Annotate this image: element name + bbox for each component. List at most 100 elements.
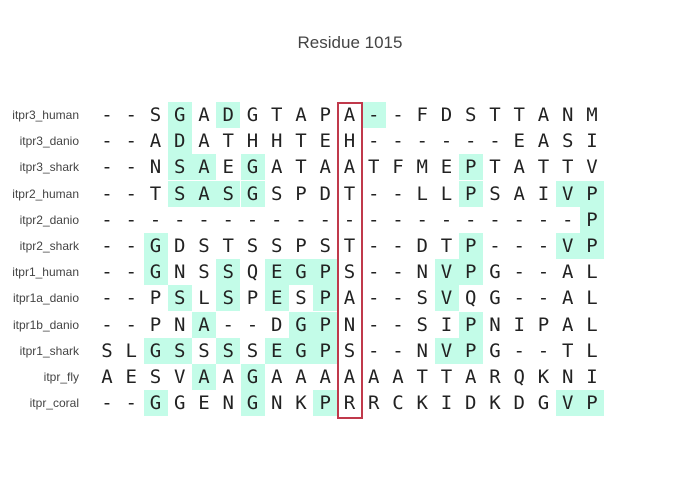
residue-cell: -	[368, 287, 380, 310]
residue-cell: K	[295, 392, 307, 415]
residue-cell: Q	[465, 287, 477, 310]
residue-cell: S	[149, 104, 162, 126]
residue-cell: I	[440, 313, 453, 336]
residue-cell: S	[101, 339, 113, 362]
residue-cell: -	[101, 182, 113, 205]
residue-cell: -	[125, 208, 137, 231]
residue-cell: H	[271, 130, 283, 153]
residue-cell: G	[489, 287, 501, 310]
residue-cell: -	[246, 208, 259, 231]
residue-cell: P	[537, 313, 550, 336]
residue-cell: T	[343, 182, 356, 205]
residue-cell: P	[313, 390, 338, 417]
residue-cell: -	[101, 313, 113, 336]
row-label: itpr3_danio	[19, 134, 79, 149]
residue-cell: N	[343, 313, 356, 336]
residue-cell: S	[343, 261, 356, 284]
residue-cell: S	[319, 235, 331, 257]
residue-cell: A	[513, 182, 525, 205]
residue-cell: P	[458, 180, 483, 207]
residue-cell: H	[343, 130, 356, 153]
residue-cell: L	[198, 287, 210, 310]
residue-cell: -	[368, 130, 380, 153]
row-label: itpr1_shark	[19, 343, 79, 358]
residue-cell: P	[458, 337, 483, 364]
residue-cell: V	[434, 259, 459, 286]
residue-cell: -	[101, 156, 113, 179]
residue-cell: D	[465, 392, 477, 415]
residue-cell: A	[198, 130, 210, 153]
residue-cell: T	[440, 235, 453, 257]
residue-cell: P	[149, 313, 162, 336]
residue-cell: T	[222, 130, 234, 153]
residue-cell: P	[319, 104, 331, 126]
row-label: itpr_coral	[29, 396, 79, 411]
residue-cell: S	[216, 180, 241, 207]
residue-cell: I	[440, 392, 453, 415]
residue-cell: -	[392, 208, 404, 231]
residue-cell: A	[343, 287, 356, 310]
residue-cell: -	[125, 287, 137, 310]
residue-cell: S	[271, 182, 283, 205]
residue-cell: -	[537, 339, 550, 362]
residue-cell: -	[513, 339, 525, 362]
residue-cell: L	[586, 261, 598, 284]
residue-cell: G	[143, 259, 168, 286]
residue-cell: A	[513, 156, 525, 179]
residue-cell: A	[192, 180, 216, 207]
residue-cell: H	[246, 130, 259, 153]
residue-cell: P	[458, 233, 483, 259]
residue-cell: P	[313, 337, 338, 364]
residue-cell: D	[216, 102, 241, 128]
residue-cell: -	[392, 287, 404, 310]
residue-cell: S	[416, 287, 428, 310]
residue-cell: -	[101, 392, 113, 415]
residue-cell: -	[125, 261, 137, 284]
residue-cell: G	[240, 364, 265, 390]
row-label: itpr1b_danio	[12, 317, 79, 332]
residue-cell: -	[101, 287, 113, 310]
residue-cell: P	[458, 154, 483, 181]
residue-cell: -	[392, 261, 404, 284]
residue-cell: -	[246, 313, 259, 336]
residue-cell: I	[586, 366, 598, 388]
residue-cell: T	[416, 366, 428, 388]
residue-cell: -	[222, 313, 234, 336]
residue-cell: A	[319, 366, 331, 388]
residue-cell: S	[167, 337, 192, 364]
residue-cell: A	[537, 104, 550, 126]
residue-cell: -	[368, 261, 380, 284]
residue-cell: G	[167, 102, 192, 128]
residue-cell: V	[555, 390, 580, 417]
residue-cell: S	[198, 235, 210, 257]
residue-cell: P	[580, 206, 604, 233]
residue-cell: C	[392, 392, 404, 415]
residue-cell: A	[343, 366, 356, 388]
residue-cell: -	[392, 104, 404, 126]
residue-cell: -	[198, 208, 210, 231]
residue-cell: N	[489, 313, 501, 336]
residue-cell: -	[513, 208, 525, 231]
residue-cell: A	[537, 130, 550, 153]
residue-cell: T	[537, 156, 550, 179]
residue-cell: L	[416, 182, 428, 205]
residue-cell: Q	[246, 261, 259, 284]
residue-cell: G	[174, 392, 186, 415]
residue-cell: P	[246, 287, 259, 310]
residue-cell: G	[489, 261, 501, 284]
residue-cell: I	[537, 182, 550, 205]
residue-cell: -	[361, 102, 386, 128]
residue-cell: -	[125, 235, 137, 257]
residue-cell: P	[313, 285, 338, 312]
residue-cell: E	[440, 156, 453, 179]
residue-cell: -	[416, 208, 428, 231]
residue-cell: T	[295, 130, 307, 153]
residue-cell: A	[295, 366, 307, 388]
residue-cell: R	[343, 392, 356, 415]
residue-cell: -	[319, 208, 331, 231]
residue-cell: -	[489, 208, 501, 231]
residue-cell: -	[125, 313, 137, 336]
residue-cell: E	[264, 337, 289, 364]
residue-cell: -	[368, 208, 380, 231]
